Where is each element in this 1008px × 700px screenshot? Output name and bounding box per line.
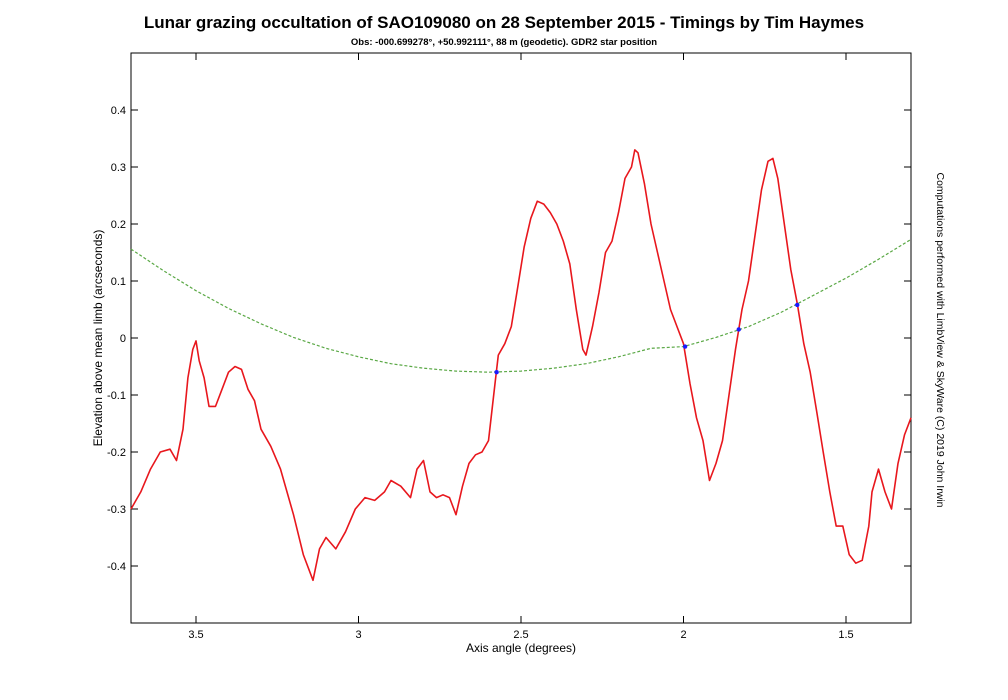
series-layer [130,149,912,582]
y-axis-label: Elevation above mean limb (arcseconds) [91,230,105,447]
timing-marker [682,344,688,349]
timing-marker [736,327,741,332]
x-tick-label: 2.5 [513,629,528,641]
y-tick-label: 0.1 [111,276,126,288]
x-tick-label: 3.5 [188,629,203,641]
y-tick-label: 0.3 [111,162,126,174]
y-axis-ticks: 0.4 0.3 0.2 0.1 0 -0.1 -0.2 -0.3 -0.4 [107,105,911,573]
x-axis-ticks: 3.5 3 2.5 2 1.5 [188,53,854,641]
plot-frame [130,52,912,624]
mean-limb-path-line [130,238,912,373]
software-credit-note: Computations performed with LimbView & S… [934,173,946,508]
x-tick-label: 1.5 [838,629,853,641]
marker-layer [494,302,800,375]
x-axis-label: Axis angle (degrees) [466,641,576,655]
y-tick-label: -0.2 [107,447,126,459]
chart-title: Lunar grazing occultation of SAO109080 o… [143,13,865,32]
y-tick-label: -0.1 [107,390,126,402]
timing-marker [795,302,800,308]
timing-marker [494,370,499,375]
chart-subtitle: Obs: -000.699278°, +50.992111°, 88 m (ge… [350,37,658,48]
x-tick-label: 3 [355,629,361,641]
x-tick-label: 2 [680,629,686,641]
y-tick-label: 0 [120,333,126,345]
y-tick-label: 0.2 [111,219,126,231]
y-tick-label: -0.4 [107,561,126,573]
y-tick-label: -0.3 [107,504,126,516]
limb-profile-line [130,149,912,582]
y-tick-label: 0.4 [111,105,126,117]
